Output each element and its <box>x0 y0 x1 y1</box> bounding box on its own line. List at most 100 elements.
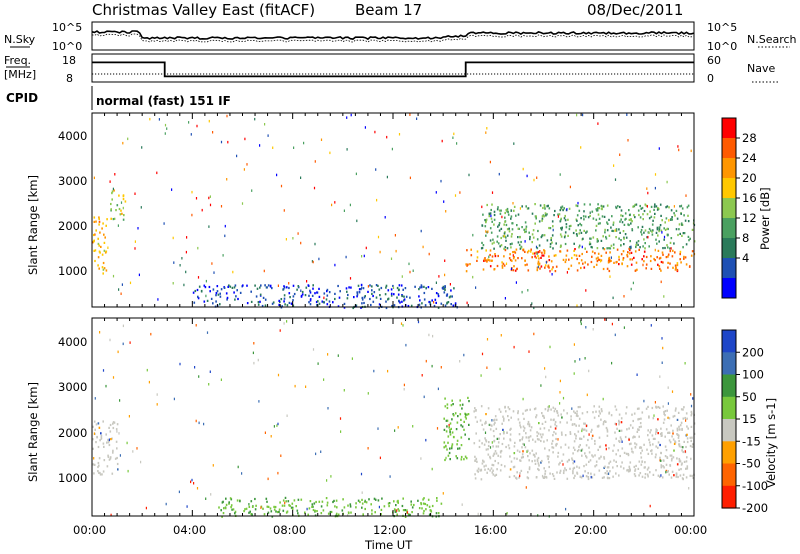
nave-label: Nave <box>747 62 775 75</box>
power-cell <box>548 255 550 258</box>
power-cell <box>122 141 124 145</box>
velocity-cell <box>600 455 602 458</box>
velocity-cell <box>231 508 233 511</box>
velocity-cell <box>573 460 576 463</box>
velocity-cell <box>531 460 533 463</box>
colorbar-swatch <box>722 118 736 139</box>
power-cell <box>500 209 502 212</box>
velocity-cell <box>267 505 270 508</box>
power-cell <box>520 240 522 244</box>
power-cell <box>595 218 598 221</box>
velocity-cell <box>525 436 528 439</box>
velocity-cell <box>527 471 529 474</box>
velocity-cell <box>572 472 574 475</box>
power-cell <box>585 231 587 234</box>
power-cell <box>435 281 437 284</box>
velocity-cell <box>526 450 528 453</box>
power-cell <box>496 264 499 268</box>
power-cell <box>289 296 291 299</box>
power-cell <box>506 207 509 211</box>
velocity-cell <box>584 452 586 455</box>
velocity-cell <box>461 425 464 428</box>
power-cell <box>483 258 486 261</box>
power-cell <box>667 246 669 249</box>
power-cell <box>681 207 684 210</box>
power-cell <box>637 226 639 229</box>
power-cell <box>506 228 509 231</box>
velocity-cell <box>492 454 495 457</box>
velocity-cell <box>280 454 282 457</box>
velocity-cell <box>498 408 501 411</box>
power-cell <box>404 287 407 290</box>
velocity-cell <box>659 432 662 435</box>
velocity-cell <box>397 426 399 429</box>
power-cell <box>657 207 659 210</box>
velocity-cell <box>603 456 605 459</box>
power-cell <box>102 222 104 225</box>
power-cell <box>97 237 99 240</box>
power-cell <box>111 190 114 193</box>
colorbar-tick-label: 200 <box>742 345 764 359</box>
power-cell <box>183 283 185 287</box>
power-cell <box>300 241 302 245</box>
power-cell <box>564 231 567 234</box>
velocity-cell <box>678 468 680 471</box>
power-cell <box>623 237 625 240</box>
power-cell <box>408 262 410 266</box>
velocity-cell <box>603 457 606 460</box>
power-cell <box>418 288 420 291</box>
velocity-cell <box>573 440 576 443</box>
power-cell <box>505 236 507 239</box>
power-cell <box>583 266 586 269</box>
power-cell <box>685 263 688 266</box>
power-cell <box>257 301 260 304</box>
velocity-cell <box>566 421 568 424</box>
power-cell <box>589 211 591 214</box>
power-cell <box>578 209 581 212</box>
velocity-cell <box>228 501 230 504</box>
velocity-cell <box>321 500 324 503</box>
power-cell <box>667 261 669 264</box>
power-cell <box>509 243 512 246</box>
power-cell <box>504 220 506 223</box>
power-cell <box>98 217 100 220</box>
power-cell <box>581 252 583 256</box>
velocity-cell <box>218 506 220 509</box>
velocity-cell <box>418 507 421 510</box>
power-cell <box>642 213 644 216</box>
velocity-cell <box>632 451 634 454</box>
power-cell <box>522 249 525 252</box>
velocity-cell <box>678 460 681 463</box>
velocity-cell <box>634 468 637 471</box>
power-cell <box>548 226 550 230</box>
power-cell <box>645 267 647 270</box>
power-cell <box>553 214 555 217</box>
velocity-cell <box>451 431 454 434</box>
velocity-cell <box>557 414 560 417</box>
velocity-cell <box>468 423 470 426</box>
velocity-cell <box>245 507 248 510</box>
power-cell <box>678 228 680 231</box>
power-cell <box>508 230 511 233</box>
power-cell <box>497 242 500 245</box>
power-cell <box>360 283 363 286</box>
power-cell <box>622 258 624 261</box>
power-cell <box>570 264 573 267</box>
power-cell <box>97 264 99 267</box>
power-cell <box>649 259 652 263</box>
power-cell <box>498 229 501 232</box>
power-cell <box>639 216 642 219</box>
power-cell <box>532 252 534 255</box>
power-cell <box>620 244 622 247</box>
power-cell <box>648 231 650 234</box>
velocity-cell <box>504 405 506 408</box>
power-cell <box>575 229 577 232</box>
velocity-cell <box>661 432 663 435</box>
velocity-cell <box>306 507 308 511</box>
power-cell <box>120 292 122 295</box>
velocity-cell <box>499 451 502 454</box>
velocity-cell <box>553 410 556 413</box>
velocity-cell <box>337 513 340 516</box>
power-cell <box>543 234 546 237</box>
power-cell <box>606 204 609 207</box>
